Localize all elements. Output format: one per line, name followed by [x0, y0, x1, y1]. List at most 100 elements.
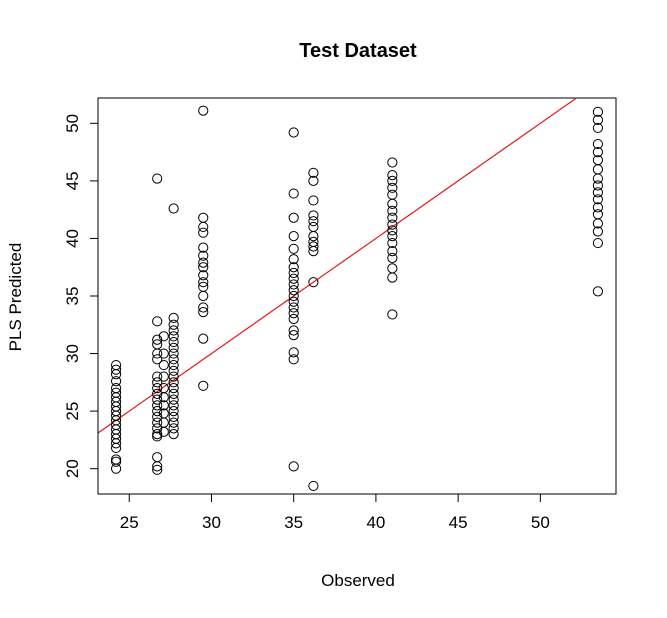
data-point [387, 246, 398, 257]
data-point [110, 364, 122, 375]
data-point [592, 237, 604, 249]
data-point [158, 359, 169, 371]
data-point [592, 180, 604, 191]
data-point [592, 286, 604, 297]
data-point [592, 147, 604, 158]
data-point [288, 231, 299, 242]
data-point [198, 277, 209, 288]
data-point [308, 241, 319, 252]
data-point [288, 347, 299, 358]
data-point [288, 325, 299, 336]
data-point [387, 175, 398, 186]
data-point [387, 205, 398, 216]
data-point [198, 270, 209, 281]
x-axis: 25 30 35 40 45 50 [120, 493, 550, 532]
data-point [168, 417, 179, 428]
data-point [198, 212, 209, 223]
data-point [158, 348, 169, 359]
data-point [158, 426, 169, 437]
data-point [288, 212, 299, 223]
data-point [308, 216, 319, 227]
data-point [592, 194, 604, 205]
data-point [387, 189, 398, 200]
data-point [387, 272, 398, 283]
data-point [387, 231, 398, 242]
data-point [198, 333, 209, 344]
data-point [592, 114, 604, 125]
y-tick-label: 35 [63, 287, 82, 306]
x-tick-label: 50 [531, 513, 550, 532]
data-point [592, 202, 604, 213]
data-point [168, 348, 179, 359]
data-point [152, 173, 163, 184]
data-point [387, 212, 398, 223]
data-point [110, 454, 122, 465]
data-point [168, 354, 179, 365]
data-point [592, 187, 604, 198]
data-point [152, 348, 163, 359]
data-point [168, 411, 179, 422]
data-point [288, 302, 299, 313]
data-point [152, 316, 163, 327]
data-point [198, 250, 209, 261]
data-point [387, 309, 398, 320]
data-point [592, 226, 604, 237]
data-point [592, 218, 604, 229]
data-point [387, 237, 398, 249]
data-point [152, 388, 163, 399]
data-point [152, 464, 163, 475]
data-point [387, 263, 398, 274]
data-point [168, 388, 179, 399]
plot-frame [97, 97, 617, 495]
data-point [152, 334, 163, 345]
data-point [152, 452, 163, 463]
y-axis-label: PLS Predicted [6, 243, 25, 352]
data-point [198, 307, 209, 318]
data-point [168, 342, 179, 353]
data-point [110, 376, 122, 387]
data-point [168, 371, 179, 382]
data-point [592, 164, 604, 175]
data-point [152, 371, 163, 382]
data-point [152, 377, 163, 388]
data-point [288, 308, 299, 319]
data-point [592, 138, 604, 150]
data-point [198, 227, 209, 238]
data-point [168, 429, 179, 440]
y-tick-label: 50 [63, 114, 82, 133]
data-point [168, 377, 179, 388]
data-point [288, 290, 299, 302]
data-point [168, 359, 179, 371]
data-point [152, 417, 163, 428]
data-point [288, 273, 299, 284]
data-point [288, 188, 299, 199]
y-tick-label: 40 [63, 229, 82, 248]
data-point [152, 394, 163, 405]
data-point [288, 354, 299, 365]
data-point [110, 442, 122, 454]
data-point [152, 423, 163, 434]
data-point [110, 456, 122, 467]
data-point [288, 330, 299, 341]
data-point [198, 221, 209, 233]
data-point [288, 267, 299, 279]
data-point [592, 173, 604, 184]
data-point [168, 331, 179, 342]
data-point [152, 400, 163, 411]
data-point [152, 411, 163, 422]
data-point [198, 262, 209, 273]
data-point [288, 313, 299, 325]
data-point [288, 461, 299, 472]
x-tick-label: 45 [449, 513, 468, 532]
data-point [168, 406, 179, 417]
x-tick-label: 40 [366, 513, 385, 532]
y-tick-label: 20 [63, 459, 82, 478]
y-tick-label: 25 [63, 402, 82, 421]
data-point [158, 331, 169, 342]
data-point [198, 302, 209, 313]
data-point [387, 157, 398, 168]
data-point [387, 219, 398, 230]
data-point [387, 170, 398, 181]
data-point [387, 198, 398, 210]
